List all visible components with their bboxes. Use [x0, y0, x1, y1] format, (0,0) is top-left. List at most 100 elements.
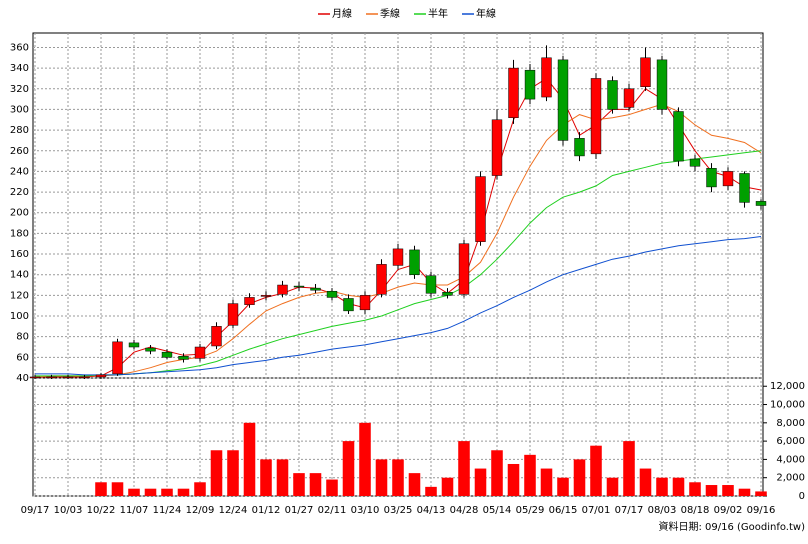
volume-bar — [309, 473, 322, 496]
ma-line — [35, 236, 762, 376]
candle-body — [178, 356, 189, 360]
volume-bar — [623, 441, 635, 496]
legend-label: 半年 — [428, 7, 448, 20]
volume-bar — [210, 450, 223, 496]
candle-body — [623, 88, 635, 108]
volume-bar — [326, 479, 338, 496]
candle-body — [211, 326, 222, 347]
y-tick-label: 120 — [10, 290, 29, 301]
y2-tick-label: 4,000 — [776, 454, 805, 465]
volume-bar — [689, 482, 701, 496]
candle-body — [409, 249, 420, 275]
x-tick-label: 07/17 — [615, 505, 644, 516]
volume-bar — [524, 454, 536, 496]
y-tick-label: 80 — [16, 332, 29, 343]
candle-body — [46, 376, 57, 379]
x-tick-label: 09/02 — [714, 505, 743, 516]
x-tick-label: 12/09 — [186, 505, 215, 516]
x-tick-label: 05/29 — [516, 505, 545, 516]
x-tick-label: 10/22 — [87, 505, 116, 516]
volume-bar — [507, 463, 520, 496]
legend-label: 月線 — [332, 7, 352, 20]
volume-bar — [260, 459, 272, 496]
y-tick-label: 140 — [10, 270, 29, 281]
volume-bar — [606, 477, 619, 496]
candle-body — [227, 303, 239, 326]
candle-body — [359, 295, 371, 311]
y-tick-label: 200 — [10, 208, 29, 219]
legend-label: 年線 — [476, 7, 496, 20]
volume-bar — [738, 488, 751, 496]
candle-body — [524, 69, 536, 100]
x-tick-label: 07/01 — [582, 505, 611, 516]
volume-bar — [425, 486, 437, 496]
x-tick-label: 01/27 — [285, 505, 314, 516]
volume-bar — [722, 485, 734, 496]
candle-body — [640, 57, 651, 87]
candle-body — [706, 168, 717, 188]
volume-bar — [128, 488, 140, 496]
candle-body — [128, 342, 140, 348]
x-tick-label: 05/14 — [483, 505, 512, 516]
volume-bar — [144, 488, 157, 496]
volume-bar — [458, 441, 470, 496]
y2-tick-label: 10,000 — [770, 400, 805, 411]
x-tick-label: 03/25 — [384, 505, 413, 516]
candle-body — [590, 78, 602, 155]
volume-bar — [161, 488, 173, 496]
volume-bar — [639, 468, 652, 496]
y-tick-label: 220 — [10, 187, 29, 198]
candle-body — [722, 171, 734, 187]
candle-body — [343, 298, 354, 312]
y-tick-label: 100 — [10, 311, 29, 322]
legend-label: 季線 — [380, 7, 400, 20]
x-tick-label: 04/28 — [450, 505, 479, 516]
candle-body — [244, 297, 255, 305]
candle-body — [739, 173, 750, 203]
candle-body — [62, 376, 74, 379]
candle-body — [310, 287, 321, 291]
candle-body — [194, 346, 206, 359]
candle-body — [541, 57, 552, 98]
candle-body — [689, 158, 701, 167]
candle-body — [79, 376, 90, 379]
x-tick-label: 04/13 — [417, 505, 446, 516]
volume-bar — [227, 450, 239, 496]
candle-body — [161, 351, 173, 358]
y-tick-label: 300 — [10, 104, 29, 115]
y2-tick-label: 0 — [799, 491, 805, 502]
candle-body — [326, 290, 338, 298]
y-tick-label: 60 — [16, 352, 29, 363]
volume-bar — [474, 468, 487, 496]
volume-bar — [177, 488, 190, 496]
volume-bar — [491, 450, 503, 496]
volume-bar — [540, 468, 553, 496]
volume-bar — [408, 473, 421, 496]
x-tick-label: 11/24 — [153, 505, 182, 516]
volume-bar — [293, 473, 305, 496]
volume-bar — [276, 459, 289, 496]
y-tick-label: 160 — [10, 249, 29, 260]
volume-bar — [342, 441, 355, 496]
volume-bar — [672, 477, 685, 496]
candle-body — [293, 285, 305, 288]
x-tick-label: 01/12 — [252, 505, 281, 516]
y-tick-label: 180 — [10, 228, 29, 239]
y2-tick-label: 8,000 — [776, 418, 805, 429]
volume-bar — [656, 477, 668, 496]
candle-body — [95, 374, 107, 378]
y2-tick-label: 6,000 — [776, 436, 805, 447]
y-tick-label: 340 — [10, 63, 29, 74]
volume-bar — [95, 482, 107, 496]
candle-body — [574, 138, 585, 157]
candle-body — [557, 59, 569, 141]
candle-body — [29, 376, 41, 379]
y-tick-label: 260 — [10, 146, 29, 157]
x-tick-label: 09/16 — [747, 505, 776, 516]
candle-body — [376, 264, 387, 295]
candle-body — [656, 59, 668, 110]
y-tick-label: 360 — [10, 42, 29, 53]
x-tick-label: 08/03 — [648, 505, 677, 516]
